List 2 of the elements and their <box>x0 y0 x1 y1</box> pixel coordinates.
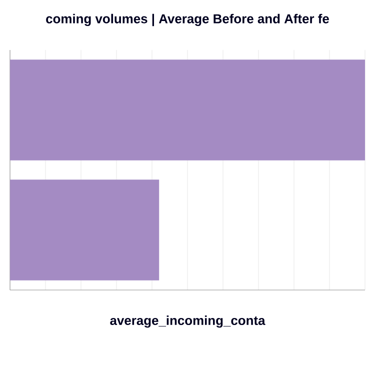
x-axis-title: average_incoming_conta <box>110 316 266 328</box>
chart-title: coming volumes | Average Before and After fe <box>46 14 329 26</box>
